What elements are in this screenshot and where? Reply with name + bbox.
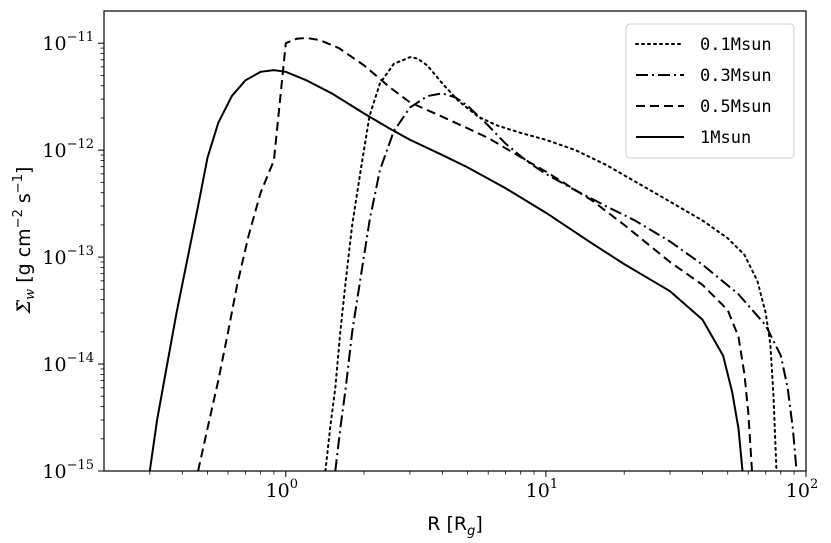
plot-frame	[103, 10, 807, 472]
legend-label-1Msun: 1Msun	[700, 128, 751, 148]
legend-label-0.5Msun: 0.5Msun	[700, 97, 772, 117]
legend: 0.1Msun 0.3Msun 0.5Msun 1Msun	[625, 23, 795, 159]
y-tick-label: 10−15	[42, 458, 94, 483]
x-tick-label: 102	[786, 477, 818, 502]
series-line-0.5Msun	[197, 36, 753, 471]
x-tick-label: 100	[266, 477, 298, 502]
x-axis: 100 101 102	[266, 471, 818, 502]
y-tick-label: 10−13	[42, 244, 94, 269]
series-line-0.3Msun	[334, 92, 798, 471]
legend-box	[625, 23, 795, 159]
y-axis-label: Σ̇w [g cm−2 s−1]	[11, 167, 38, 315]
legend-label-0.3Msun: 0.3Msun	[700, 66, 772, 86]
y-tick-label: 10−11	[42, 30, 94, 55]
series-line-1Msun	[148, 69, 744, 471]
y-tick-label: 10−12	[42, 137, 94, 162]
x-tick-label: 101	[526, 477, 558, 502]
series-line-0.1Msun	[324, 56, 778, 471]
x-axis-label: R [Rg]	[427, 513, 483, 539]
plot-area	[148, 36, 798, 471]
svg-text:Σ̇w [g cm−2 s−1]: Σ̇w [g cm−2 s−1]	[11, 167, 38, 315]
y-axis: 10−11 10−12 10−13 10−14 10−15	[42, 30, 104, 483]
y-tick-label: 10−14	[42, 351, 94, 376]
legend-label-0.1Msun: 0.1Msun	[700, 35, 772, 55]
